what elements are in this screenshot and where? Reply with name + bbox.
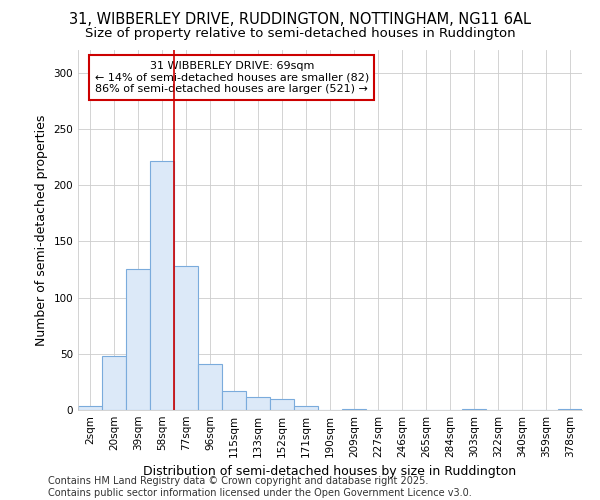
Bar [102, 356, 126, 410]
Bar [342, 409, 366, 410]
Text: Size of property relative to semi-detached houses in Ruddington: Size of property relative to semi-detach… [85, 28, 515, 40]
Bar [198, 364, 222, 410]
Bar [246, 396, 270, 410]
Bar [294, 406, 318, 410]
Bar [150, 162, 174, 410]
Text: 31 WIBBERLEY DRIVE: 69sqm
← 14% of semi-detached houses are smaller (82)
86% of : 31 WIBBERLEY DRIVE: 69sqm ← 14% of semi-… [95, 61, 369, 94]
Text: 31, WIBBERLEY DRIVE, RUDDINGTON, NOTTINGHAM, NG11 6AL: 31, WIBBERLEY DRIVE, RUDDINGTON, NOTTING… [69, 12, 531, 28]
Bar [78, 406, 102, 410]
X-axis label: Distribution of semi-detached houses by size in Ruddington: Distribution of semi-detached houses by … [143, 466, 517, 478]
Y-axis label: Number of semi-detached properties: Number of semi-detached properties [35, 114, 48, 346]
Bar [462, 409, 486, 410]
Bar [222, 391, 246, 410]
Bar [270, 399, 294, 410]
Bar [174, 266, 198, 410]
Bar [558, 409, 582, 410]
Bar [126, 270, 150, 410]
Text: Contains HM Land Registry data © Crown copyright and database right 2025.
Contai: Contains HM Land Registry data © Crown c… [48, 476, 472, 498]
